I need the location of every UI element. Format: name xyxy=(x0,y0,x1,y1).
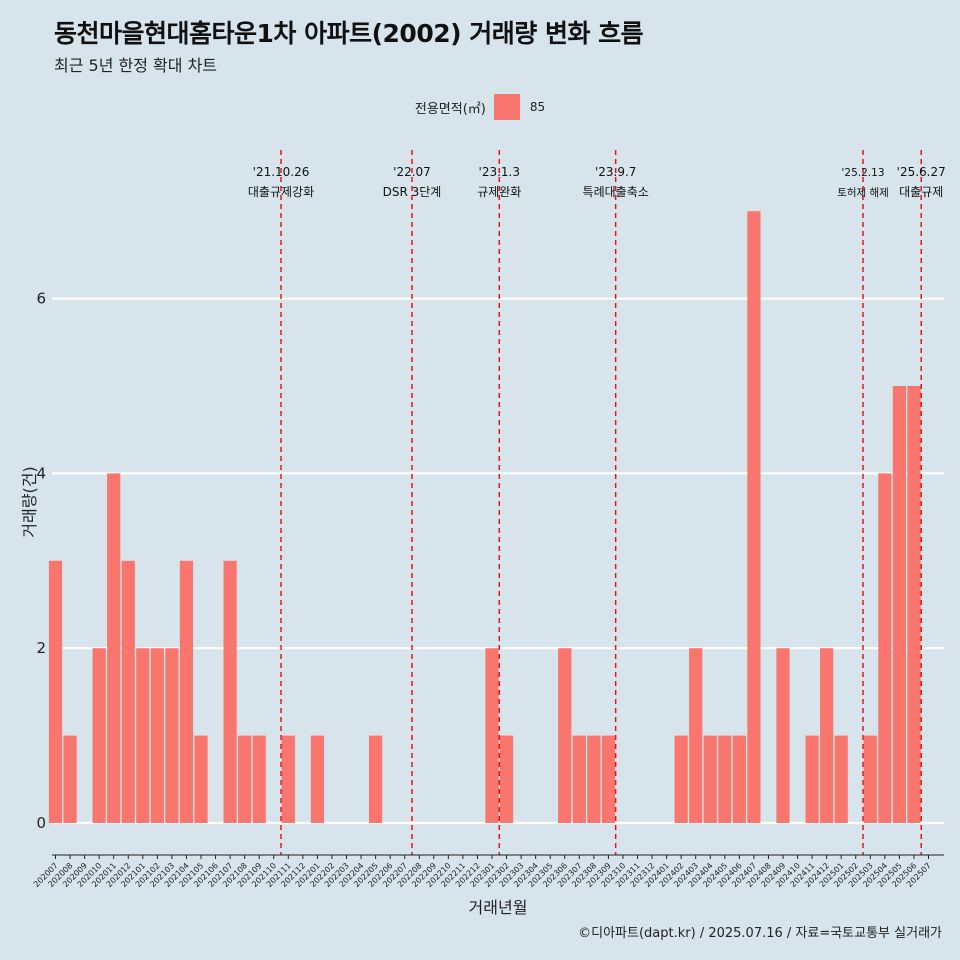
y-tick-label: 2 xyxy=(36,639,46,657)
bar xyxy=(107,473,121,823)
y-tick-label: 6 xyxy=(36,290,46,308)
bar xyxy=(820,648,834,823)
bar xyxy=(223,560,237,823)
bar xyxy=(805,735,819,823)
bar xyxy=(369,735,383,823)
legend: 전용면적(㎡) 85 xyxy=(0,94,960,120)
bar xyxy=(718,735,732,823)
bar xyxy=(179,560,194,823)
event-date-label: '23.1.3 xyxy=(479,165,520,179)
legend-color-key xyxy=(493,94,520,120)
bar xyxy=(165,648,179,823)
bar xyxy=(121,560,135,823)
event-name-label: 대출규제강화 xyxy=(248,185,314,199)
bar xyxy=(747,211,761,823)
x-axis-label: 거래년월 xyxy=(468,898,528,917)
chart-title: 동천마을현대홈타운1차 아파트(2002) 거래량 변화 흐름 xyxy=(54,19,644,48)
bar xyxy=(776,648,790,823)
bar xyxy=(703,735,717,823)
event-name-label: 규제완화 xyxy=(477,185,521,199)
legend-label: 85 xyxy=(529,100,546,114)
y-tick-label: 0 xyxy=(36,814,46,832)
bar xyxy=(252,735,266,823)
bar xyxy=(92,648,106,823)
bar xyxy=(674,735,688,823)
bar xyxy=(48,560,63,823)
chart-subtitle: 최근 5년 한정 확대 차트 xyxy=(54,56,218,75)
event-name-label: 토허제 해제 xyxy=(837,186,889,199)
event-name-label: DSR 3단계 xyxy=(383,185,442,199)
bar xyxy=(907,386,921,823)
y-tick-label: 4 xyxy=(36,464,46,482)
event-date-label: '22.07 xyxy=(393,165,431,179)
bar xyxy=(732,735,746,823)
y-axis-label: 거래량(건) xyxy=(20,466,39,538)
event-date-label: '23.9.7 xyxy=(595,165,636,179)
legend-title: 전용면적(㎡) xyxy=(414,101,486,117)
event-date-label: '25.6.27 xyxy=(897,165,946,179)
event-name-label: 특례대출축소 xyxy=(583,185,649,199)
event-name-label: 대출규제 xyxy=(899,185,943,199)
event-date-label: '25.2.13 xyxy=(842,167,885,179)
bar xyxy=(892,386,906,823)
bar xyxy=(63,735,77,823)
bar xyxy=(136,648,150,823)
bar xyxy=(194,735,208,823)
bar xyxy=(863,735,877,823)
bar xyxy=(499,735,514,823)
bar xyxy=(601,735,615,823)
bar xyxy=(572,735,586,823)
bar xyxy=(485,648,499,823)
bar xyxy=(587,735,601,823)
event-date-label: '21.10.26 xyxy=(253,165,310,179)
bar xyxy=(281,735,295,823)
bar xyxy=(310,735,324,823)
source-caption: ©디아파트(dapt.kr) / 2025.07.16 / 자료=국토교통부 실… xyxy=(578,926,942,941)
bar xyxy=(689,648,703,823)
bar xyxy=(834,735,848,823)
bar xyxy=(558,648,572,823)
bar xyxy=(150,648,164,823)
bar xyxy=(878,473,892,823)
bar xyxy=(238,735,252,823)
